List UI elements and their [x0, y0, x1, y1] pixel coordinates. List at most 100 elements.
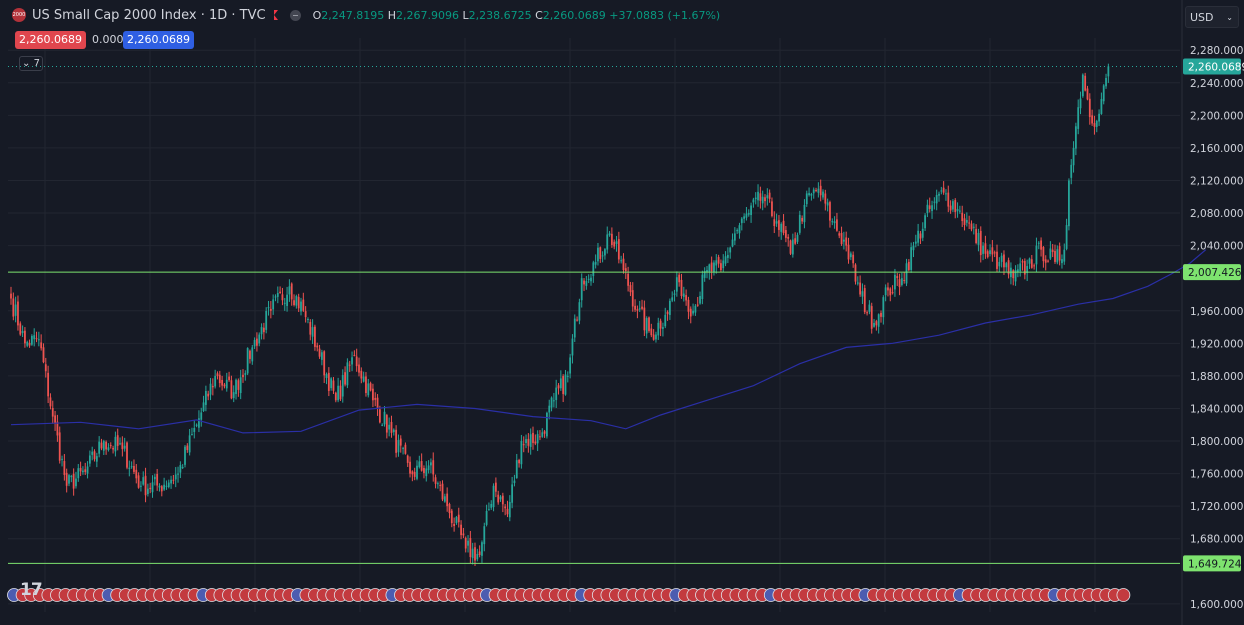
candle-down	[65, 472, 68, 486]
candle-up	[525, 439, 527, 443]
candle-up	[418, 461, 421, 468]
candle-up	[726, 254, 729, 258]
candle-up	[75, 478, 77, 487]
sell-button[interactable]: 2,260.0689	[15, 31, 86, 49]
candle-down	[144, 475, 147, 496]
symbol-badge-icon[interactable]: 2000	[12, 8, 26, 22]
candle-down	[348, 364, 351, 366]
candle-up	[276, 292, 279, 297]
candle-down	[527, 438, 530, 446]
candle-up	[856, 282, 859, 284]
candle-up	[130, 466, 133, 468]
candle-down	[448, 503, 451, 514]
candle-up	[265, 310, 268, 330]
buy-button[interactable]: 2,260.0689	[123, 31, 194, 49]
candle-up	[805, 193, 808, 205]
candle-up	[699, 296, 701, 304]
candle-down	[759, 193, 762, 201]
candle-down	[506, 508, 509, 515]
ohlc-values: O2,247.8195 H2,267.9096 L2,238.6725 C2,2…	[313, 9, 721, 22]
candle-down	[79, 467, 82, 472]
event-marker-icon	[1116, 588, 1131, 602]
candle-down	[237, 380, 240, 390]
candle-up	[703, 270, 706, 278]
candle-up	[849, 253, 852, 258]
candle-down	[318, 348, 321, 357]
y-tick-label: 2,240.0000	[1190, 78, 1244, 90]
hide-legend-icon[interactable]	[289, 9, 301, 21]
candle-up	[571, 338, 574, 356]
symbol-title[interactable]: US Small Cap 2000 Index · 1D · TVC	[32, 7, 266, 23]
candle-up	[645, 318, 648, 334]
candle-down	[984, 243, 987, 254]
candle-up	[566, 375, 569, 377]
candle-up	[82, 470, 84, 473]
candle-up	[383, 411, 386, 425]
candle-up	[21, 331, 24, 334]
candle-up	[956, 208, 959, 212]
candle-down	[450, 510, 453, 524]
candle-up	[142, 477, 145, 485]
candle-down	[149, 487, 152, 490]
candle-down	[687, 299, 690, 312]
candle-up	[107, 447, 110, 451]
indicators-toggle-button[interactable]: ⌄ 7	[19, 56, 43, 71]
currency-select[interactable]: USD ⌄	[1185, 6, 1239, 28]
tradingview-logo[interactable]: 17	[20, 580, 43, 600]
candle-up	[341, 375, 344, 397]
candle-down	[1023, 261, 1026, 275]
candle-up	[569, 357, 572, 374]
candle-up	[200, 412, 203, 420]
candle-down	[659, 320, 662, 329]
candle-up	[868, 304, 871, 312]
candle-down	[112, 448, 114, 450]
candle-down	[10, 293, 12, 299]
candle-up	[128, 467, 131, 469]
candle-down	[358, 364, 360, 373]
candle-down	[794, 238, 797, 244]
event-markers	[7, 588, 1131, 602]
candle-up	[193, 427, 196, 432]
candle-up	[921, 228, 924, 238]
candle-down	[84, 469, 87, 472]
candle-down	[469, 538, 472, 558]
candle-down	[256, 338, 258, 346]
candle-down	[355, 356, 358, 367]
candle-down	[1084, 75, 1087, 91]
candle-up	[808, 193, 810, 196]
candle-down	[720, 263, 722, 271]
candle-up	[88, 455, 91, 464]
candle-up	[601, 255, 604, 257]
y-tick-label: 1,800.0000	[1190, 436, 1244, 448]
candle-down	[411, 471, 414, 475]
candle-down	[63, 461, 66, 475]
candle-up	[559, 378, 562, 389]
flag-icon[interactable]	[273, 10, 278, 20]
candle-up	[701, 274, 704, 300]
candle-down	[207, 393, 210, 397]
last-price-tag	[1183, 58, 1241, 75]
candle-down	[462, 533, 465, 536]
candle-down	[58, 432, 61, 461]
candle-up	[174, 474, 177, 480]
candle-down	[954, 200, 957, 213]
candle-up	[926, 204, 929, 214]
candle-up	[668, 300, 671, 315]
candle-down	[1030, 259, 1033, 268]
candle-up	[754, 197, 757, 200]
candle-up	[283, 302, 286, 304]
candle-up	[476, 553, 479, 560]
candle-down	[1007, 260, 1010, 275]
candle-up	[1070, 164, 1073, 178]
candle-up	[541, 432, 544, 437]
candle-down	[840, 232, 843, 245]
candle-up	[682, 293, 685, 297]
candle-down	[501, 495, 504, 505]
y-tick-label: 2,120.0000	[1190, 175, 1244, 187]
candle-up	[70, 475, 73, 478]
candle-up	[722, 260, 725, 269]
candle-down	[40, 342, 43, 349]
candle-up	[740, 218, 743, 224]
level-price-label: 1,649.7242	[1188, 558, 1244, 570]
